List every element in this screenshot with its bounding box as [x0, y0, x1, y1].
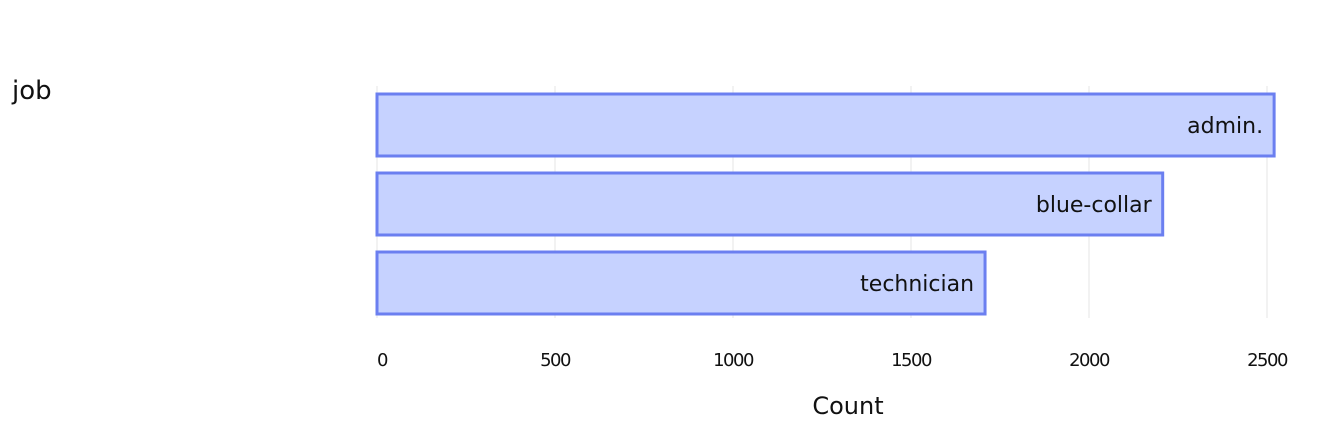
bar-label-admin: admin.	[1187, 114, 1263, 139]
bars	[375, 92, 1276, 316]
bar-label-blue-collar: blue-collar	[1036, 193, 1153, 218]
x-tick-label-1000: 1000	[713, 350, 754, 371]
x-axis-title: Count	[812, 392, 883, 420]
bar-technician	[375, 250, 987, 316]
x-tick-label-0: 0	[377, 350, 388, 371]
x-tick-label-500: 500	[540, 350, 571, 371]
bar-admin	[375, 92, 1276, 158]
bar-labels: admin. blue-collar technician	[860, 114, 1263, 297]
x-tick-labels: 0 500 1000 1500 2000 2500	[377, 350, 1289, 371]
bar-blue-collar	[375, 171, 1165, 237]
x-tick-label-2500: 2500	[1247, 350, 1288, 371]
x-tick-label-1500: 1500	[891, 350, 932, 371]
bar-label-technician: technician	[860, 272, 974, 297]
field-label: job	[12, 76, 52, 106]
x-tick-label-2000: 2000	[1069, 350, 1110, 371]
